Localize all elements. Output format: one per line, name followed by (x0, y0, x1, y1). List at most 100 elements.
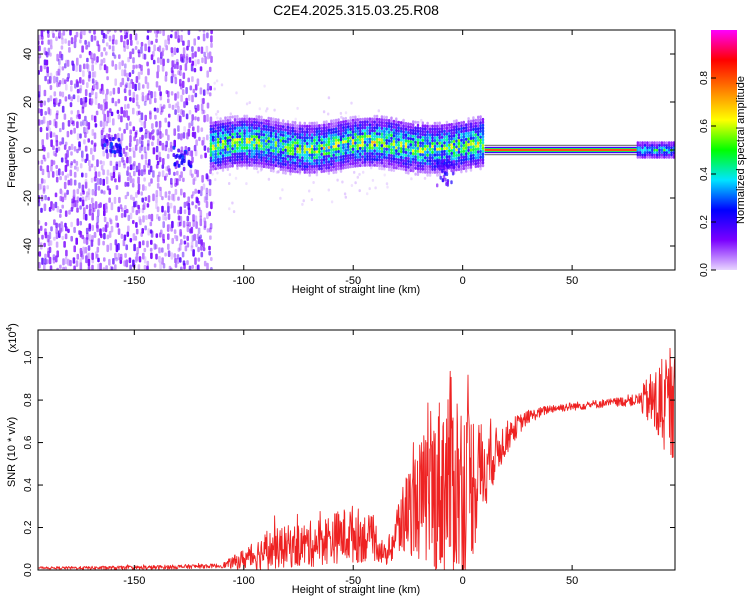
spectrogram-cell (233, 161, 237, 165)
spectrogram-cell (69, 30, 72, 36)
spectrogram-cell (467, 148, 470, 152)
spectrogram-cell (238, 123, 241, 127)
spectrogram-cell (100, 165, 104, 171)
spectrogram-cell (137, 169, 141, 176)
spectrogram-cell (267, 148, 270, 152)
spectrogram-cell (655, 153, 659, 157)
spectrogram-cell (189, 161, 193, 165)
spectrogram-cell (368, 129, 372, 133)
spectrogram-cell (59, 141, 62, 146)
spectrogram-cell (368, 140, 372, 144)
spectrogram-cell (452, 122, 456, 126)
spectrogram-cell (308, 133, 311, 137)
spectrogram-cell (75, 237, 78, 245)
spectrogram-cell (197, 36, 200, 40)
spectrogram-cell (149, 110, 152, 115)
spectrogram-cell (139, 218, 142, 226)
spectrogram-cell (203, 51, 206, 58)
colorbar-tick-label: 0.6 (699, 119, 710, 133)
spectrogram-cell (206, 70, 209, 78)
spectrogram-cell (88, 223, 92, 230)
spectrogram-cell (124, 104, 127, 110)
spectrogram-cell (424, 138, 427, 142)
spectrogram-cell (183, 126, 186, 133)
spectrogram-cell (137, 162, 141, 170)
spectrogram-cell (462, 166, 465, 171)
spectrogram-cell (363, 152, 367, 156)
spectrogram-cell (441, 159, 445, 164)
spectrogram-cell (344, 145, 347, 149)
spectrogram-cell (460, 158, 463, 162)
spectrogram-cell (390, 122, 393, 126)
spectrogram-cell (409, 122, 412, 126)
spectrogram-cell (334, 144, 338, 148)
spectrogram-cell (193, 233, 196, 241)
spectrogram-cell (196, 169, 199, 178)
spectrogram-cell (257, 129, 261, 133)
spectrogram-cell (332, 119, 335, 123)
spectrogram-cell (174, 77, 178, 85)
spectrogram-cell (262, 156, 266, 160)
spectrogram-cell (84, 132, 87, 138)
spectrogram-cell (404, 159, 408, 163)
spectrogram-cell (481, 135, 485, 139)
spectrogram-cell (143, 256, 147, 264)
spectrogram-cell (639, 150, 642, 154)
spectrogram-cell (479, 164, 482, 168)
spectrogram-cell (93, 166, 97, 172)
spectrogram-cell (109, 160, 113, 166)
spectrogram-cell (318, 144, 321, 148)
spectrogram-cell (152, 51, 155, 57)
spectrogram-cell (54, 97, 58, 106)
spectrogram-cell (179, 221, 182, 227)
spectrogram-cell (296, 138, 299, 142)
spectrogram-cell (426, 162, 429, 166)
spectrogram-cell (257, 152, 261, 156)
spectrogram-cell (243, 163, 246, 167)
spectrogram-cell (267, 116, 270, 120)
spectrogram-cell (200, 46, 204, 54)
spectrogram-cell (233, 123, 237, 127)
spectrogram-cell (165, 140, 168, 148)
spectrogram-cell (69, 102, 73, 108)
spectrogram-cell (421, 144, 424, 148)
spectrogram-cell (395, 160, 398, 164)
spectrogram-cell (330, 133, 333, 138)
spectrogram-cell (150, 54, 154, 61)
spectrogram-cell (407, 171, 410, 175)
spectrogram-cell (375, 117, 379, 121)
spectrogram-cell (354, 141, 357, 145)
spectrogram-cell (90, 34, 94, 42)
spectrogram-cell (224, 159, 227, 163)
spectrogram-cell (105, 133, 109, 138)
spectrogram-cell (73, 171, 77, 178)
spectrogram-cell (55, 227, 58, 234)
spectrogram-cell (154, 114, 157, 120)
spectrogram-cell (445, 123, 449, 127)
spectrogram-cell (387, 139, 391, 143)
spectrogram-cell (371, 131, 374, 136)
spectrogram-cell (402, 133, 405, 137)
spectrogram-cell (102, 160, 105, 166)
spectrogram-cell (462, 135, 465, 139)
spectrogram-cell (243, 149, 246, 153)
spectrogram-cell (153, 30, 157, 34)
spectrogram-cell (241, 131, 244, 136)
spectrogram-cell (472, 156, 475, 160)
spectrogram-cell (349, 147, 352, 151)
spectrogram-cell (443, 155, 446, 159)
spectrogram-cell (301, 124, 304, 128)
spectrogram-cell (416, 149, 420, 153)
spectrogram-cell (236, 166, 239, 170)
spectrogram-cell (306, 153, 309, 157)
spectrogram-cell (356, 129, 359, 133)
spectrogram-cell (356, 118, 359, 122)
spectrogram-cell (39, 127, 43, 133)
spectrogram-cell (472, 122, 475, 126)
spectrogram-cell (209, 235, 212, 240)
spectrogram-cell (245, 160, 249, 164)
spectrogram-cell (448, 137, 451, 141)
spectrogram-cell (385, 161, 388, 166)
spectrogram-cell (61, 235, 65, 240)
spectrogram-cell (431, 165, 434, 169)
